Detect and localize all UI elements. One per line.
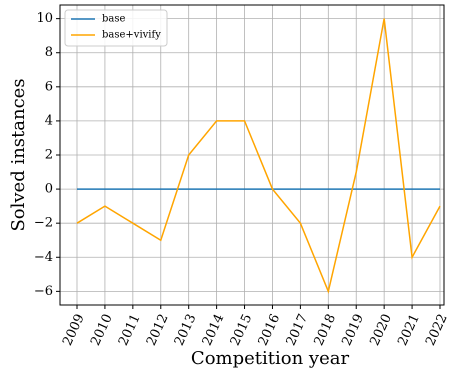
y-tick-label: 10 <box>36 11 53 26</box>
x-tick-label: 2017 <box>284 312 312 348</box>
grid <box>60 5 444 305</box>
x-tick-label: 2012 <box>144 312 172 348</box>
x-tick-label: 2011 <box>116 312 144 348</box>
legend-label: base <box>102 14 125 25</box>
x-tick-label: 2020 <box>367 312 395 348</box>
series-line-base-vivify <box>76 18 441 294</box>
x-tick-label: 2022 <box>423 312 451 348</box>
x-tick-label: 2015 <box>228 312 256 348</box>
x-tick-label: 2014 <box>200 312 228 348</box>
series-layer <box>76 18 441 294</box>
y-tick-label: −4 <box>34 250 53 265</box>
y-tick-label: 4 <box>45 113 53 128</box>
legend-label: base+vivify <box>102 30 161 41</box>
y-axis: −6 −4 −2 0 2 4 6 8 10 <box>34 11 60 299</box>
y-axis-label: Solved instances <box>8 78 29 231</box>
x-axis-label: Competition year <box>191 348 350 369</box>
x-tick-label: 2019 <box>339 312 367 348</box>
legend: base base+vivify <box>64 9 168 47</box>
y-tick-label: 6 <box>45 79 53 94</box>
x-tick-label: 2013 <box>172 312 200 348</box>
y-tick-label: 2 <box>45 148 53 163</box>
x-tick-label: 2009 <box>60 312 88 348</box>
x-tick-label: 2018 <box>312 312 340 348</box>
x-tick-label: 2021 <box>395 312 423 348</box>
x-tick-label: 2010 <box>88 312 116 348</box>
y-tick-label: 8 <box>45 45 53 60</box>
y-tick-label: 0 <box>45 182 53 197</box>
x-axis: 2009 2010 2011 2012 2013 2014 2015 2016 2017 2018… <box>60 305 451 348</box>
y-tick-label: −6 <box>34 284 53 299</box>
x-tick-label: 2016 <box>256 312 284 348</box>
y-tick-label: −2 <box>34 216 53 231</box>
